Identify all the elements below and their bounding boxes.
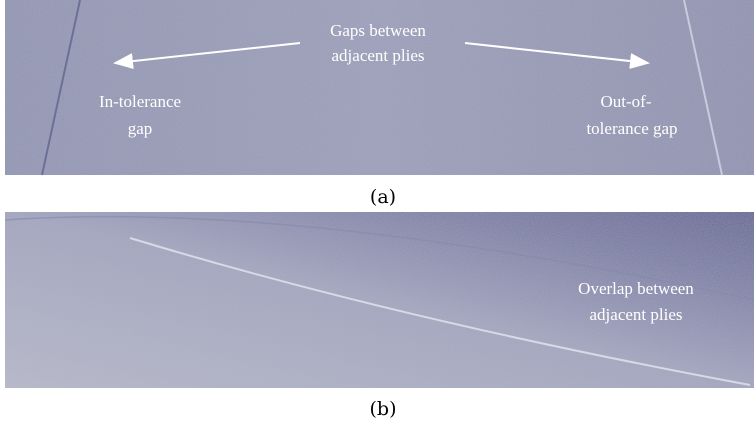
annotation: Out-of- <box>601 92 652 111</box>
caption: (a) <box>370 186 396 208</box>
photo-b <box>5 212 754 388</box>
annotation: Gaps between <box>330 21 426 40</box>
annotation: Overlap between <box>578 279 694 298</box>
panel-b: Overlap between adjacent plies <box>5 212 754 388</box>
annotation: adjacent plies <box>332 46 425 65</box>
annotation: tolerance gap <box>586 119 677 138</box>
panel-a: Gaps between adjacent plies In-tolerance… <box>5 0 754 175</box>
annotation: In-tolerance <box>99 92 181 111</box>
annotation: gap <box>128 119 153 138</box>
caption: (b) <box>370 398 397 420</box>
figure: Gaps between adjacent plies In-tolerance… <box>0 0 754 428</box>
annotation: adjacent plies <box>590 305 683 324</box>
